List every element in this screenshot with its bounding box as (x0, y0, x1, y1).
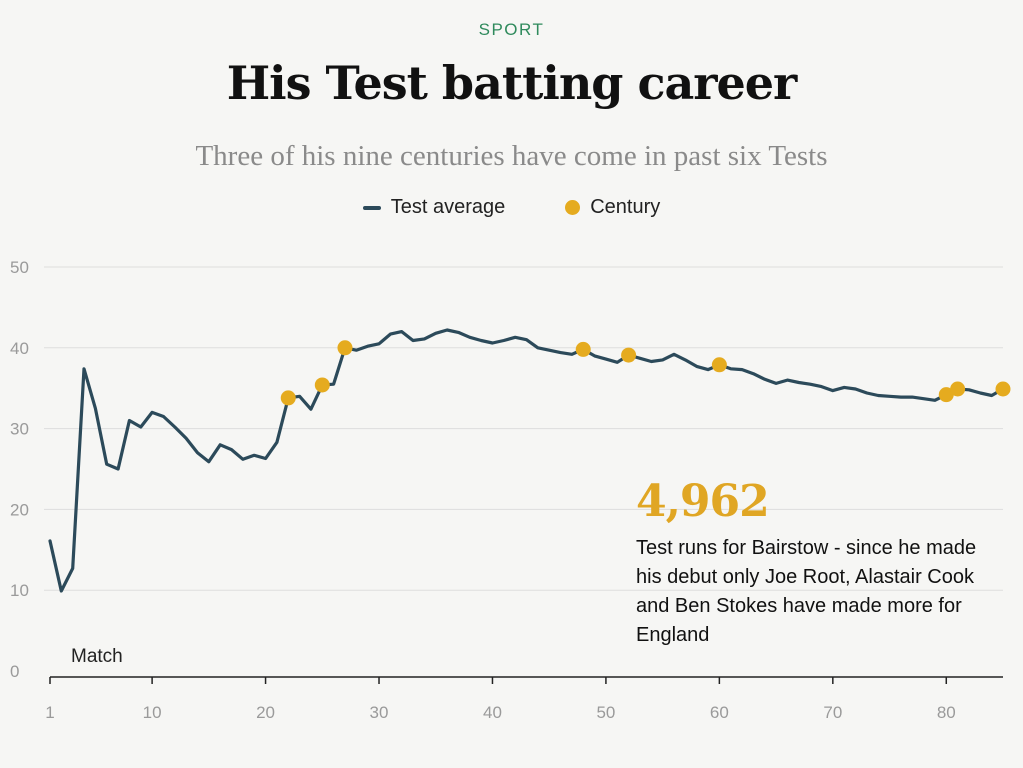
legend: Test average Century (0, 196, 1023, 219)
legend-item-test-average: Test average (362, 196, 506, 219)
series-test-average (48, 328, 1005, 593)
runs-note: Test runs for Bairstow - since he made h… (636, 537, 977, 646)
legend-label-test-average: Test average (390, 196, 506, 218)
century-point (314, 377, 330, 393)
x-tick-label: 70 (823, 703, 842, 722)
y-tick-label: 40 (10, 339, 29, 358)
chart-subtitle: Three of his nine centuries have come in… (195, 140, 828, 172)
section-kicker: SPORT (478, 20, 545, 39)
century-point (621, 347, 637, 363)
century-point (280, 390, 296, 406)
y-tick-label: 20 (10, 500, 29, 519)
dot-swatch-icon (565, 200, 581, 215)
x-tick-label: 1 (45, 703, 54, 722)
y-tick-label: 0 (10, 662, 19, 681)
x-tick-label: 50 (596, 703, 615, 722)
x-axis-title: Match (71, 646, 123, 667)
x-tick-label: 30 (370, 703, 389, 722)
y-axis-ticks: 0 10 20 30 40 50 (10, 258, 29, 681)
century-point (337, 340, 353, 356)
y-tick-label: 50 (10, 258, 29, 277)
series-century (280, 340, 1011, 406)
x-axis: 1 10 20 30 40 50 60 70 80 Match (45, 646, 1003, 722)
century-point (938, 387, 954, 403)
chart-title: His Test batting career (226, 56, 798, 110)
x-tick-label: 60 (710, 703, 729, 722)
x-tick-label: 20 (256, 703, 275, 722)
century-point (995, 381, 1011, 397)
x-tick-label: 80 (937, 703, 956, 722)
century-point (575, 341, 591, 357)
legend-item-century: Century (565, 196, 660, 219)
y-tick-label: 10 (10, 581, 29, 600)
test-average-line (48, 328, 1005, 593)
grid-lines (44, 266, 1003, 591)
x-tick-label: 10 (143, 703, 162, 722)
runs-annotation: 4,962 Test runs for Bairstow - since he … (636, 472, 986, 650)
century-point (711, 357, 727, 373)
century-point (950, 381, 966, 397)
runs-total: 4,962 (636, 476, 770, 527)
legend-label-century: Century (590, 196, 661, 218)
line-swatch-icon (362, 205, 381, 210)
x-tick-label: 40 (483, 703, 502, 722)
y-tick-label: 30 (10, 420, 29, 439)
